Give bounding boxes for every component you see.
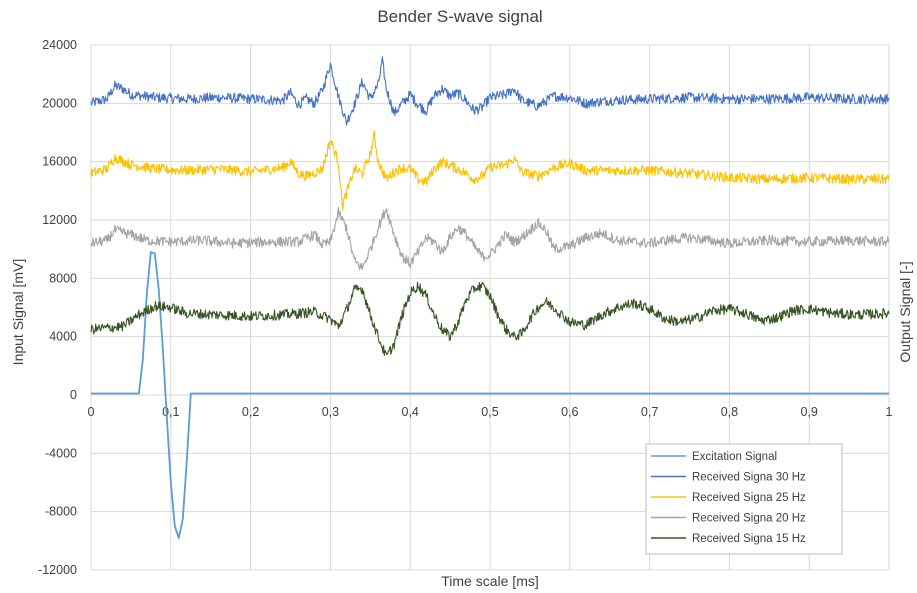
x-tick-label: 0,8	[721, 405, 738, 419]
x-tick-label: 0	[88, 405, 95, 419]
y-axis-title: Input Signal [mV]	[10, 259, 26, 366]
x-tick-label: 0,4	[402, 405, 419, 419]
x-tick-label: 1	[886, 405, 893, 419]
y-tick-label: 12000	[42, 213, 77, 227]
legend: Excitation Signal Received Signa 30 Hz Rec…	[645, 443, 843, 555]
y-tick-label: 4000	[49, 330, 77, 344]
legend-box	[645, 443, 843, 555]
series-line	[90, 56, 890, 126]
legend-label: Excitation Signal	[692, 451, 777, 463]
series-line	[90, 207, 890, 271]
x-tick-label: 0,5	[481, 405, 498, 419]
legend-label: Received Signa 30 Hz	[692, 472, 806, 484]
series-line	[91, 251, 889, 539]
y-axis-ticks: -12000 -8000 -4000 0 4000 8000 12000 16000 20000…	[38, 38, 77, 577]
y-tick-label: 16000	[42, 155, 77, 169]
series-line	[90, 281, 890, 357]
x-tick-label: 0,2	[242, 405, 259, 419]
legend-label: Received Signa 15 Hz	[692, 533, 806, 545]
x-tick-label: 0,9	[801, 405, 818, 419]
series-line	[90, 130, 890, 211]
x-tick-label: 0,6	[561, 405, 578, 419]
series-lines	[90, 56, 890, 539]
y2-axis-title: Output Signal [-]	[897, 261, 913, 362]
x-axis-ticks: 0 0,1 0,2 0,3 0,4 0,5 0,6 0,7 0,8 0,9 1	[88, 405, 893, 419]
x-tick-label: 0,1	[162, 405, 179, 419]
legend-label: Received Signa 20 Hz	[692, 513, 806, 525]
y-tick-label: -12000	[38, 563, 77, 577]
y-tick-label: -4000	[45, 446, 77, 460]
y-tick-label: 24000	[42, 38, 77, 52]
chart-title: Bender S-wave signal	[377, 7, 542, 26]
y-tick-label: 8000	[49, 271, 77, 285]
y-tick-label: -8000	[45, 505, 77, 519]
y-tick-label: 0	[70, 388, 77, 402]
x-tick-label: 0,3	[322, 405, 339, 419]
x-axis-title: Time scale [ms]	[441, 573, 539, 589]
y-tick-label: 20000	[42, 96, 77, 110]
x-tick-label: 0,7	[641, 405, 658, 419]
legend-label: Received Signa 25 Hz	[692, 492, 806, 504]
